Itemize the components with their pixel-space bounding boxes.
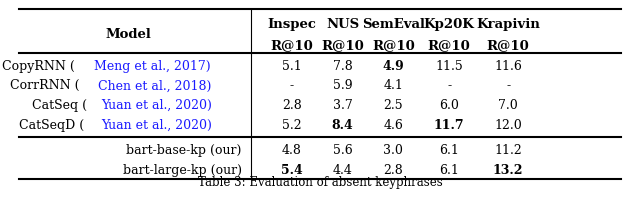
Text: CorrRNN (: CorrRNN (: [10, 79, 80, 92]
Text: 8.4: 8.4: [332, 118, 353, 131]
Text: Table 3: Evaluation of absent keyphrases: Table 3: Evaluation of absent keyphrases: [198, 176, 442, 188]
Text: bart-large-kp (our): bart-large-kp (our): [123, 163, 242, 176]
Text: -: -: [506, 79, 510, 92]
Text: 11.5: 11.5: [435, 59, 463, 72]
Text: 3.0: 3.0: [383, 143, 403, 156]
Text: 2.8: 2.8: [383, 163, 403, 176]
Text: R@10: R@10: [372, 39, 415, 52]
Text: CopyRNN (Meng et al., 2017): CopyRNN (Meng et al., 2017): [52, 59, 242, 72]
Text: 7.8: 7.8: [333, 59, 353, 72]
Text: 4.4: 4.4: [333, 163, 353, 176]
Text: 5.1: 5.1: [282, 59, 301, 72]
Text: 4.1: 4.1: [383, 79, 403, 92]
Text: CorrRNN (Chen et al., 2018): CorrRNN (Chen et al., 2018): [59, 79, 242, 92]
Text: SemEval: SemEval: [362, 18, 425, 31]
Text: Yuan et al., 2020): Yuan et al., 2020): [101, 118, 212, 131]
Text: Kp20K: Kp20K: [424, 18, 475, 31]
Text: 11.6: 11.6: [494, 59, 522, 72]
Text: 4.6: 4.6: [383, 118, 403, 131]
Text: Yuan et al., 2020): Yuan et al., 2020): [101, 99, 212, 112]
Text: bart-base-kp (our): bart-base-kp (our): [126, 143, 242, 156]
Text: R@10: R@10: [428, 39, 470, 52]
Text: 6.1: 6.1: [439, 143, 459, 156]
Text: 4.9: 4.9: [383, 59, 404, 72]
Text: 11.7: 11.7: [434, 118, 465, 131]
Text: CopyRNN (: CopyRNN (: [2, 59, 75, 72]
Text: 2.8: 2.8: [282, 99, 301, 112]
Text: 5.2: 5.2: [282, 118, 301, 131]
Text: Inspec: Inspec: [268, 18, 316, 31]
Text: Krapivin: Krapivin: [476, 18, 540, 31]
Text: R@10: R@10: [487, 39, 529, 52]
Text: CatSeq (: CatSeq (: [32, 99, 87, 112]
Text: Model: Model: [106, 28, 152, 41]
Text: Meng et al., 2017): Meng et al., 2017): [94, 59, 211, 72]
Text: Chen et al., 2018): Chen et al., 2018): [98, 79, 212, 92]
Text: 13.2: 13.2: [493, 163, 524, 176]
Text: CatSeqD (: CatSeqD (: [19, 118, 84, 131]
Text: 6.0: 6.0: [439, 99, 459, 112]
Text: 12.0: 12.0: [494, 118, 522, 131]
Text: 3.7: 3.7: [333, 99, 353, 112]
Text: 2.5: 2.5: [383, 99, 403, 112]
Text: NUS: NUS: [326, 18, 359, 31]
Text: R@10: R@10: [271, 39, 313, 52]
Text: CopyRNN (: CopyRNN (: [2, 59, 75, 72]
Text: 11.2: 11.2: [494, 143, 522, 156]
Text: CatSeqD (Yuan et al., 2020): CatSeqD (Yuan et al., 2020): [65, 118, 242, 131]
Text: CatSeq (: CatSeq (: [32, 99, 87, 112]
Text: CorrRNN (: CorrRNN (: [10, 79, 80, 92]
Text: -: -: [290, 79, 294, 92]
Text: 4.8: 4.8: [282, 143, 301, 156]
Text: -: -: [447, 79, 451, 92]
Text: R@10: R@10: [321, 39, 364, 52]
Text: CatSeq (Yuan et al., 2020): CatSeq (Yuan et al., 2020): [76, 99, 242, 112]
Text: 5.6: 5.6: [333, 143, 353, 156]
Text: 7.0: 7.0: [499, 99, 518, 112]
Text: CatSeqD (: CatSeqD (: [19, 118, 84, 131]
Text: 6.1: 6.1: [439, 163, 459, 176]
Text: 5.9: 5.9: [333, 79, 353, 92]
Text: 5.4: 5.4: [281, 163, 303, 176]
